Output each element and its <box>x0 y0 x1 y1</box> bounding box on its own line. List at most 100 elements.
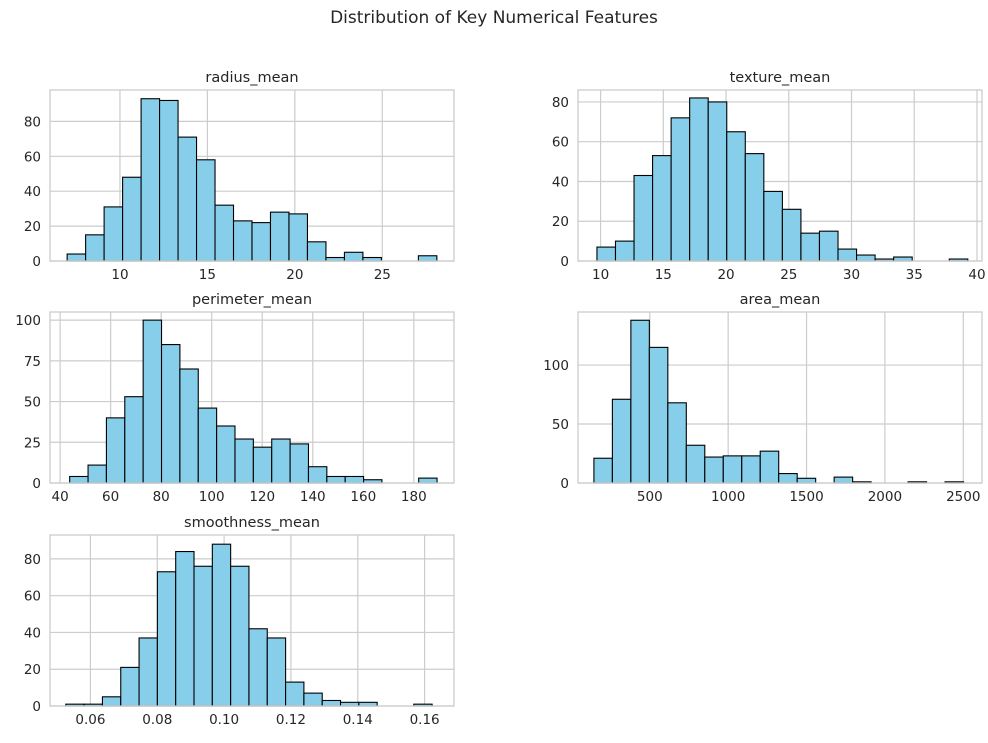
histogram-bar <box>214 204 235 262</box>
histogram-bar <box>744 153 765 262</box>
x-tick-label: 30 <box>843 267 860 283</box>
histogram-bar <box>344 475 365 484</box>
panel-title: perimeter_mean <box>192 292 312 308</box>
y-tick-label: 0 <box>560 476 569 492</box>
x-tick-label: 35 <box>906 267 923 283</box>
x-tick-label: 80 <box>153 489 170 505</box>
histogram-bar <box>66 253 87 262</box>
histogram-bar <box>269 211 290 262</box>
x-tick-label: 0.06 <box>75 712 105 728</box>
histogram-bar <box>689 97 709 262</box>
histogram-bar <box>156 571 177 707</box>
histogram-bar <box>303 692 323 707</box>
histogram-bar <box>321 699 342 707</box>
histogram-bar <box>763 190 783 262</box>
histogram-bar <box>326 475 346 484</box>
x-tick-label: 500 <box>637 489 663 505</box>
histogram-bar <box>722 455 743 484</box>
y-tick-label: 80 <box>24 552 41 568</box>
histogram-bar <box>142 319 163 484</box>
histogram-bar <box>285 681 305 707</box>
histogram-bar <box>726 131 746 262</box>
y-tick-label: 60 <box>24 589 41 605</box>
histogram-bar <box>818 230 839 262</box>
histogram-bar <box>670 117 691 262</box>
histogram-bar <box>211 543 232 707</box>
y-tick-label: 20 <box>552 214 569 230</box>
histogram-bar <box>778 473 798 484</box>
histogram-bar <box>138 637 158 707</box>
histogram-bar <box>103 206 124 262</box>
y-tick-label: 60 <box>552 135 569 151</box>
plot-frame <box>49 534 455 707</box>
histogram-bar <box>796 477 817 484</box>
histogram-bar <box>837 248 858 262</box>
histogram-bar <box>667 402 687 484</box>
x-tick-label: 40 <box>968 267 985 283</box>
histogram-bar <box>105 417 126 484</box>
y-tick-label: 0 <box>32 254 41 270</box>
figure-title: Distribution of Key Numerical Features <box>330 8 658 28</box>
x-tick-label: 120 <box>249 489 275 505</box>
histogram-bar <box>596 246 617 262</box>
histogram-bar <box>781 208 802 262</box>
histogram-bar <box>271 438 291 484</box>
x-tick-label: 100 <box>199 489 225 505</box>
y-tick-label: 20 <box>24 662 41 678</box>
histogram-bar <box>248 628 268 707</box>
x-tick-label: 60 <box>102 489 119 505</box>
histogram-bar <box>343 251 364 262</box>
histogram-bar <box>266 637 287 707</box>
y-tick-label: 100 <box>15 313 41 329</box>
histogram-panel-smoothness_mean: 0.06 0.08 0.10 0.12 0.14 0.16 0 20 40 60 80 smoothn… <box>24 515 455 728</box>
histogram-bar <box>800 232 821 262</box>
y-tick-label: 80 <box>24 114 41 130</box>
histogram-bar <box>69 475 89 484</box>
y-tick-label: 50 <box>552 417 569 433</box>
histogram-panel-texture_mean: 10 15 20 25 30 35 40 0 20 40 60 80 texture_mean <box>552 70 986 283</box>
y-tick-label: 0 <box>32 699 41 715</box>
y-tick-label: 80 <box>552 95 569 111</box>
x-tick-label: 20 <box>286 267 303 283</box>
histogram-bar <box>234 438 254 484</box>
x-tick-label: 2000 <box>868 489 902 505</box>
x-tick-label: 25 <box>374 267 391 283</box>
histogram-bar <box>252 446 273 484</box>
histogram-panel-radius_mean: 10 15 20 25 0 20 40 60 80 radius_mean <box>24 70 455 283</box>
histogram-bar <box>685 444 706 484</box>
histogram-bar <box>288 213 309 262</box>
histogram-bar <box>195 159 216 262</box>
histogram-bar <box>120 666 140 707</box>
histogram-bar <box>232 220 253 262</box>
histogram-panel-perimeter_mean: 40 60 80 100 120 140 160 180 0 25 50 75 100 perimeter… <box>15 292 455 505</box>
histogram-bar <box>704 456 724 484</box>
histogram-bar <box>197 407 218 484</box>
x-tick-label: 25 <box>780 267 797 283</box>
x-tick-label: 0.10 <box>209 712 239 728</box>
x-tick-label: 2500 <box>946 489 980 505</box>
histogram-bar <box>289 443 310 484</box>
x-tick-label: 0.16 <box>410 712 440 728</box>
histogram-panel-area_mean: 500 1000 1500 2000 2500 0 50 100 area_mean <box>543 292 983 505</box>
x-tick-label: 10 <box>111 267 128 283</box>
histogram-bar <box>193 565 213 707</box>
histogram-bar <box>230 565 250 707</box>
histogram-bar <box>101 696 122 707</box>
y-tick-label: 20 <box>24 219 41 235</box>
histogram-bar <box>593 457 613 484</box>
x-tick-label: 40 <box>52 489 69 505</box>
histogram-bar <box>707 101 728 262</box>
x-tick-label: 0.14 <box>343 712 373 728</box>
histogram-bar <box>652 155 672 262</box>
histogram-bar <box>85 234 105 262</box>
y-tick-label: 40 <box>552 174 569 190</box>
x-tick-label: 20 <box>717 267 734 283</box>
x-tick-label: 1500 <box>789 489 823 505</box>
histogram-bar <box>306 241 327 262</box>
x-tick-label: 15 <box>199 267 216 283</box>
histogram-bar <box>417 255 438 262</box>
histogram-bar <box>418 477 438 484</box>
histogram-bar <box>307 466 328 484</box>
plot-frame <box>49 89 455 262</box>
